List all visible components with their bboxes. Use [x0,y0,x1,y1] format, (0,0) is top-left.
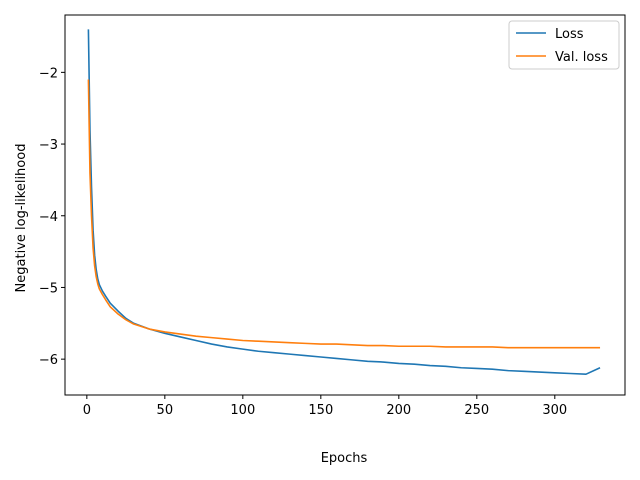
legend-label-loss: Loss [555,27,584,42]
x-tick-label: 50 [157,403,174,418]
x-tick-label: 200 [386,403,411,418]
y-tick-label: −4 [39,210,58,225]
series-layer [87,29,601,376]
y-tick-label: −3 [39,138,58,153]
y-axis-title: Negative log-likelihood [14,144,29,293]
x-tick-label: 300 [542,403,567,418]
y-tick-label: −2 [39,66,58,81]
legend-label-val-loss: Val. loss [555,50,608,65]
legend: Loss Val. loss [508,20,620,70]
y-tick-label: −5 [39,281,58,296]
x-axis-title: Epochs [321,451,368,466]
series-line-loss [87,29,601,376]
series-line-val-loss [87,79,601,349]
ticks-layer: 0 50 100 150 200 250 300 −6 −5 −4 −3 −2 [39,66,567,418]
x-tick-label: 0 [83,403,91,418]
x-tick-label: 250 [464,403,489,418]
x-tick-label: 150 [308,403,333,418]
y-tick-label: −6 [39,353,58,368]
x-tick-label: 100 [230,403,255,418]
plot-area-frame [64,14,626,396]
